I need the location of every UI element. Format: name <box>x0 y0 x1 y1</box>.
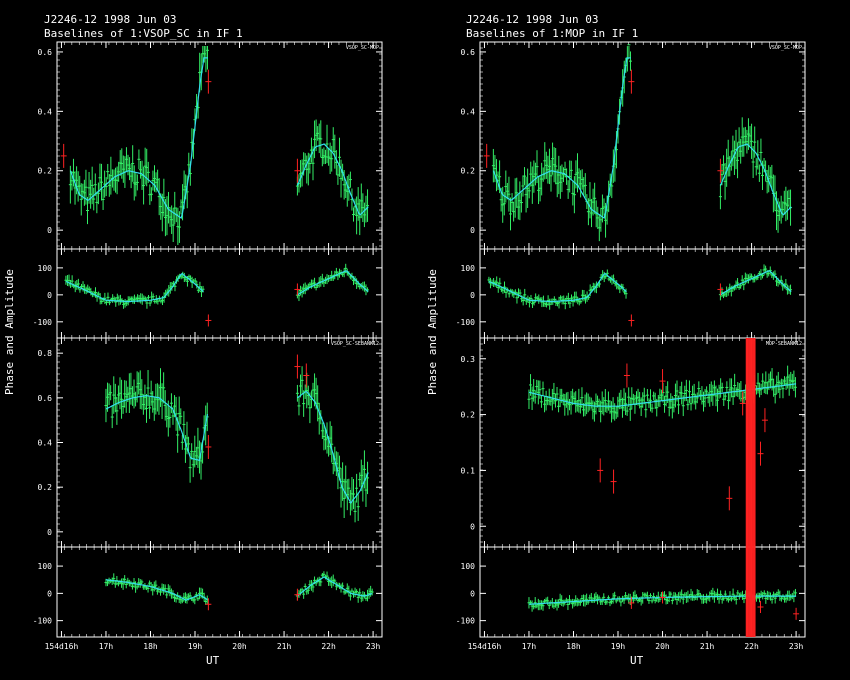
baseline-label: VSOP_SC-MOP <box>769 45 802 51</box>
model-curve <box>720 270 792 296</box>
right-xlabel: UT <box>630 654 644 667</box>
phase-tick-label: 0 <box>47 291 52 300</box>
amp-tick-label: 0.6 <box>38 48 53 57</box>
amp-frame <box>479 337 806 548</box>
amp-tick-label: 0 <box>470 522 475 531</box>
right-subtitle: Baselines of 1:MOP in IF 1 <box>466 27 638 40</box>
x-tick-label: 154d16h <box>468 642 502 651</box>
amp-tick-label: 0.2 <box>38 167 53 176</box>
x-tick-label: 19h <box>611 642 626 651</box>
amp-tick-label: 0 <box>47 226 52 235</box>
phase-frame <box>479 546 806 638</box>
x-tick-label: 20h <box>655 642 670 651</box>
left-subtitle: Baselines of 1:VSOP_SC in IF 1 <box>44 27 243 40</box>
phase-tick-label: 0 <box>47 589 52 598</box>
amp-tick-label: 0.6 <box>38 394 53 403</box>
model-curve <box>719 143 792 216</box>
right-title: J2246-12 1998 Jun 03 <box>466 13 598 26</box>
phase-tick-label: 100 <box>38 562 53 571</box>
amp-tick-label: 0.4 <box>38 439 53 448</box>
amp-tick-label: 0.2 <box>38 483 53 492</box>
amp-tick-label: 0.2 <box>461 411 476 420</box>
amp-tick-label: 0.3 <box>461 355 476 364</box>
phase-tick-label: 0 <box>470 291 475 300</box>
left-title: J2246-12 1998 Jun 03 <box>44 13 176 26</box>
amp-tick-label: 0.1 <box>461 466 476 475</box>
x-tick-label: 22h <box>321 642 336 651</box>
baseline-label: VSOP_SC-SEBANK12 <box>331 341 379 347</box>
model-curve <box>297 391 369 504</box>
phase-tick-label: 100 <box>461 264 476 273</box>
x-tick-label: 18h <box>143 642 158 651</box>
model-curve <box>297 576 373 597</box>
phase-tick-label: 100 <box>461 562 476 571</box>
x-tick-label: 22h <box>744 642 759 651</box>
x-tick-label: 17h <box>522 642 537 651</box>
phase-tick-label: -100 <box>456 318 475 327</box>
left-ylabel: Phase and Amplitude <box>3 269 16 395</box>
x-tick-label: 17h <box>99 642 114 651</box>
phase-frame <box>479 248 806 339</box>
x-tick-label: 23h <box>366 642 381 651</box>
baseline-label: MOP-SEBANK12 <box>766 341 802 347</box>
plot-area: VSOP_SC-MOP 0.6 0.4 0.2 0 100 0 -100 VSOP_SC-SEB… <box>33 41 806 651</box>
amp-tick-label: 0.4 <box>461 107 476 116</box>
x-tick-label: 21h <box>700 642 715 651</box>
x-tick-label: 19h <box>188 642 203 651</box>
phase-frame <box>56 546 383 638</box>
phase-tick-label: 0 <box>470 589 475 598</box>
phase-tick-label: -100 <box>456 617 475 626</box>
amp-frame <box>56 337 383 548</box>
amp-tick-label: 0 <box>47 528 52 537</box>
model-curve <box>105 394 209 462</box>
phase-tick-label: -100 <box>33 318 52 327</box>
x-tick-label: 154d16h <box>45 642 79 651</box>
phase-frame <box>56 248 383 339</box>
amp-tick-label: 0 <box>470 226 475 235</box>
left-xlabel: UT <box>206 654 220 667</box>
model-curve <box>297 270 369 296</box>
amp-tick-label: 0.2 <box>461 167 476 176</box>
x-tick-label: 20h <box>232 642 247 651</box>
amp-tick-label: 0.6 <box>461 48 476 57</box>
x-tick-label: 23h <box>789 642 804 651</box>
model-curve <box>488 272 627 303</box>
model-curve <box>105 579 208 601</box>
amp-frame <box>479 41 806 250</box>
baseline-label: VSOP_SC-MOP <box>346 45 379 51</box>
phase-tick-label: -100 <box>33 617 52 626</box>
x-tick-label: 18h <box>566 642 581 651</box>
x-tick-label: 21h <box>277 642 292 651</box>
phase-tick-label: 100 <box>38 264 53 273</box>
amp-tick-label: 0.8 <box>38 349 53 358</box>
amp-tick-label: 0.4 <box>38 107 53 116</box>
model-curve <box>492 57 631 219</box>
model-curve <box>296 143 369 216</box>
model-curve <box>69 57 208 219</box>
model-curve <box>65 272 204 303</box>
right-ylabel: Phase and Amplitude <box>426 269 439 395</box>
